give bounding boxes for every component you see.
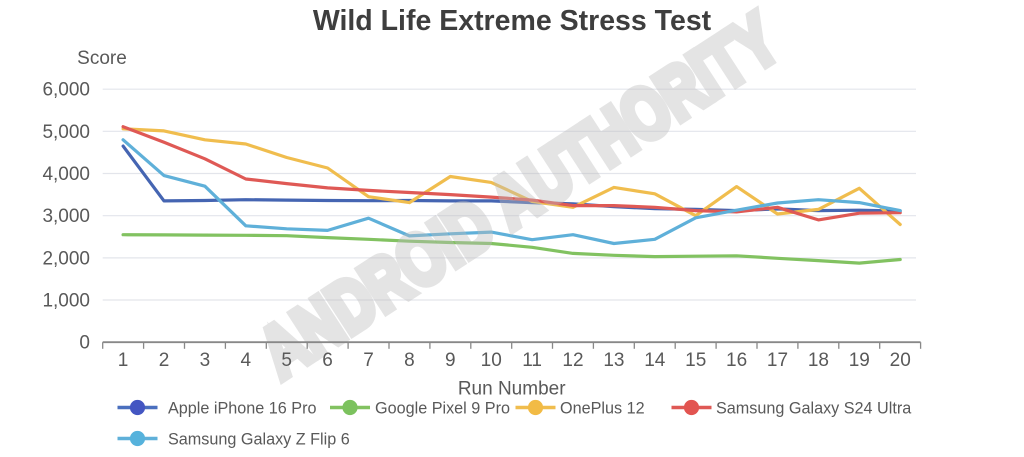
svg-text:Samsung Galaxy Z Flip 6: Samsung Galaxy Z Flip 6 — [168, 430, 350, 448]
svg-text:3: 3 — [200, 350, 211, 371]
svg-text:2,000: 2,000 — [42, 248, 90, 269]
svg-text:3,000: 3,000 — [42, 206, 90, 227]
svg-text:12: 12 — [562, 350, 583, 371]
svg-text:18: 18 — [808, 350, 829, 371]
svg-text:4,000: 4,000 — [42, 164, 90, 185]
svg-text:Samsung Galaxy S24 Ultra: Samsung Galaxy S24 Ultra — [716, 399, 911, 417]
svg-text:10: 10 — [481, 350, 502, 371]
svg-text:5,000: 5,000 — [42, 122, 90, 143]
svg-text:19: 19 — [849, 350, 870, 371]
svg-text:16: 16 — [726, 350, 747, 371]
svg-text:14: 14 — [644, 350, 666, 371]
svg-text:5: 5 — [281, 350, 292, 371]
svg-text:13: 13 — [603, 350, 624, 371]
svg-text:4: 4 — [241, 350, 252, 371]
svg-text:11: 11 — [522, 350, 542, 371]
svg-text:OnePlus 12: OnePlus 12 — [560, 399, 645, 417]
svg-text:Apple iPhone 16 Pro: Apple iPhone 16 Pro — [168, 399, 317, 417]
svg-text:ANDROID AUTHORITY: ANDROID AUTHORITY — [246, 0, 793, 393]
svg-text:20: 20 — [890, 350, 911, 371]
svg-text:1,000: 1,000 — [42, 291, 90, 312]
svg-text:9: 9 — [445, 350, 456, 371]
svg-text:1: 1 — [118, 350, 129, 371]
svg-text:15: 15 — [685, 350, 706, 371]
svg-text:17: 17 — [767, 350, 788, 371]
svg-text:0: 0 — [79, 333, 90, 354]
svg-text:6: 6 — [322, 350, 333, 371]
svg-text:2: 2 — [159, 350, 170, 371]
svg-text:7: 7 — [363, 350, 374, 371]
svg-text:8: 8 — [404, 350, 415, 371]
svg-text:Run Number: Run Number — [458, 379, 566, 400]
svg-text:Wild Life Extreme Stress Test: Wild Life Extreme Stress Test — [313, 5, 712, 37]
svg-text:Google Pixel 9 Pro: Google Pixel 9 Pro — [375, 399, 510, 417]
svg-text:6,000: 6,000 — [42, 80, 90, 101]
svg-text:Score: Score — [77, 48, 127, 69]
